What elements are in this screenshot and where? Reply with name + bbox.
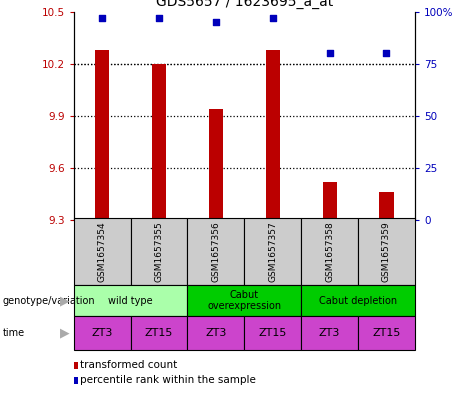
- Text: genotype/variation: genotype/variation: [2, 296, 95, 306]
- Text: percentile rank within the sample: percentile rank within the sample: [80, 375, 255, 386]
- Text: GSM1657359: GSM1657359: [382, 221, 391, 282]
- Point: [326, 50, 333, 57]
- Text: GSM1657358: GSM1657358: [325, 221, 334, 282]
- Bar: [266, 50, 280, 220]
- Bar: [74, 218, 130, 285]
- Bar: [130, 316, 188, 350]
- Point: [99, 15, 106, 21]
- Bar: [301, 316, 358, 350]
- Bar: [358, 218, 415, 285]
- Point: [212, 19, 219, 26]
- Text: ▶: ▶: [60, 327, 69, 340]
- Text: wild type: wild type: [108, 296, 153, 306]
- Bar: [74, 285, 188, 316]
- Bar: [209, 109, 223, 220]
- Text: ZT15: ZT15: [372, 328, 401, 338]
- Text: GSM1657356: GSM1657356: [212, 221, 220, 282]
- Text: ZT3: ZT3: [91, 328, 113, 338]
- Text: transformed count: transformed count: [80, 360, 177, 371]
- Text: GSM1657355: GSM1657355: [154, 221, 164, 282]
- Bar: [301, 285, 415, 316]
- Bar: [152, 64, 166, 220]
- Text: Cabut depletion: Cabut depletion: [319, 296, 397, 306]
- Title: GDS5657 / 1623695_a_at: GDS5657 / 1623695_a_at: [156, 0, 333, 9]
- Bar: [323, 182, 337, 220]
- Point: [269, 15, 277, 21]
- Text: ZT3: ZT3: [205, 328, 227, 338]
- Bar: [74, 316, 130, 350]
- Bar: [95, 50, 109, 220]
- Text: time: time: [2, 328, 24, 338]
- Bar: [244, 316, 301, 350]
- Text: Cabut
overexpression: Cabut overexpression: [207, 290, 281, 311]
- Bar: [244, 218, 301, 285]
- Text: GSM1657357: GSM1657357: [268, 221, 277, 282]
- Bar: [130, 218, 188, 285]
- Bar: [188, 285, 301, 316]
- Text: ▶: ▶: [60, 294, 69, 307]
- Text: ZT3: ZT3: [319, 328, 340, 338]
- Text: GSM1657354: GSM1657354: [98, 221, 106, 282]
- Point: [383, 50, 390, 57]
- Bar: [379, 192, 394, 220]
- Text: ZT15: ZT15: [145, 328, 173, 338]
- Bar: [301, 218, 358, 285]
- Point: [155, 15, 163, 21]
- Bar: [188, 218, 244, 285]
- Bar: [358, 316, 415, 350]
- Text: ZT15: ZT15: [259, 328, 287, 338]
- Bar: [188, 316, 244, 350]
